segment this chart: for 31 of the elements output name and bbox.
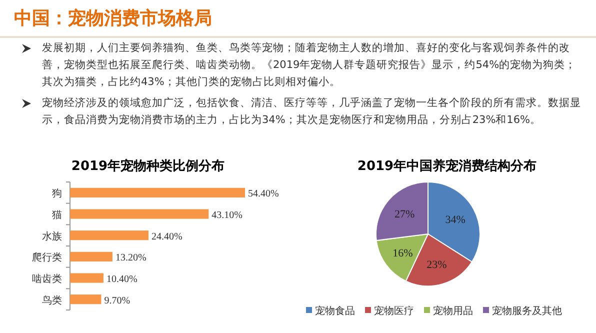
data-label: 27% <box>394 208 415 220</box>
y-tick-label: 啮齿类 <box>32 273 62 285</box>
data-label: 10.40% <box>106 274 138 285</box>
y-tick-label: 水族 <box>42 230 62 242</box>
bar <box>70 294 102 304</box>
chart-title: 2019年中国养宠消费结构分布 <box>357 158 537 174</box>
legend-label: 宠物医疗 <box>374 305 414 317</box>
data-label: 13.20% <box>115 252 146 264</box>
y-tick-label: 狗 <box>52 188 62 200</box>
bar <box>70 273 104 283</box>
data-label: 16% <box>392 247 413 260</box>
legend-label: 宠物食品 <box>315 305 355 317</box>
y-tick-label: 爬行类 <box>32 252 62 264</box>
y-tick-label: 猫 <box>52 210 62 221</box>
bar <box>70 209 209 219</box>
text: 发展初期，人们主要饲养猫狗、鱼类、鸟类等宠物；随着宠物主人数的增加、喜好的变化与客观饲养条件的改善，宠物类型也拓展至爬行类、啮齿类动物。《2019年宠物人群专题研究报告》显示，约54%的宠物为狗类；其次为猫类，占比约43%；其他门类的宠物占比则相对偏小。 <box>42 41 578 90</box>
bar <box>70 252 112 262</box>
data-label: 9.70% <box>104 295 130 306</box>
text: 宠物经济涉及的领域愈加广泛，包括饮食、清洁、医疗等等，几乎涵盖了宠物一生各个阶段的所有需求。数据显示，食品消费为宠物消费市场的主力，占比为34%；其次是宠物医疗和宠物用品，分别占23%和16%。 <box>42 96 582 128</box>
data-label: 43.10% <box>212 210 242 221</box>
bar <box>70 230 148 240</box>
chart-title: 2019年宠物种类比例分布 <box>71 158 225 174</box>
text: 中国：宠物消费市场格局 <box>14 7 212 30</box>
data-label: 34% <box>445 214 466 226</box>
bar <box>70 188 245 198</box>
legend-label: 宠物用品 <box>433 305 473 317</box>
data-label: 54.40% <box>248 188 279 200</box>
data-label: 24.40% <box>151 231 182 242</box>
data-label: 23% <box>426 258 447 271</box>
legend-label: 宠物服务及其他 <box>492 305 562 317</box>
y-tick-label: 鸟类 <box>42 294 62 306</box>
